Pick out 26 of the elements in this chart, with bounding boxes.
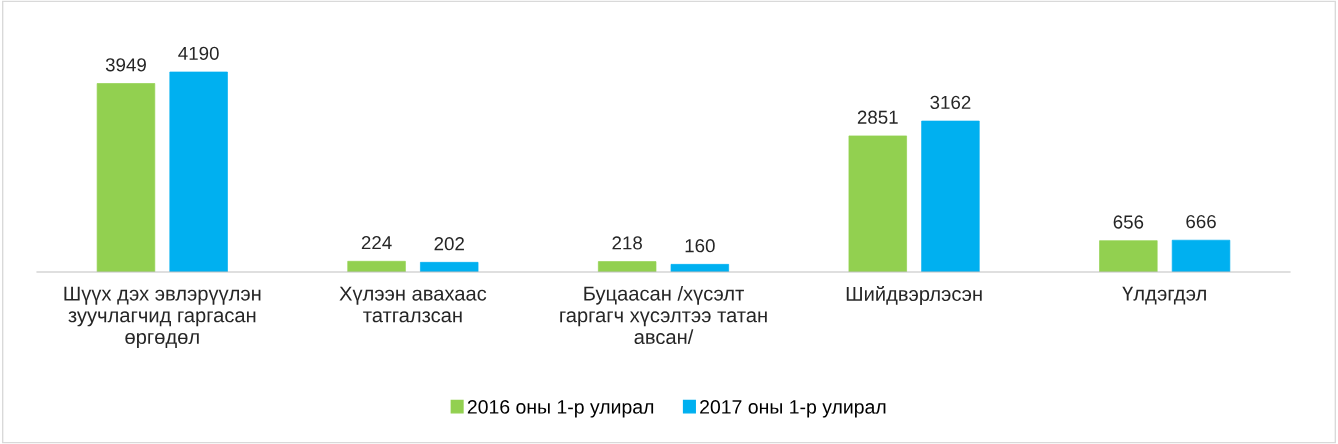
data-label: 218 <box>612 236 642 250</box>
x-tick-label: Шүүх дэх эвлэрүүлэн зуучлагчид гаргасан өргөдөл <box>64 286 261 349</box>
bar <box>1099 240 1158 272</box>
x-tick-label: Хүлээн авахаас татгалзсан <box>339 286 487 323</box>
data-label: 3949 <box>105 58 146 72</box>
data-label: 656 <box>1113 215 1144 229</box>
bar <box>1171 239 1231 272</box>
bar <box>921 120 980 272</box>
bar <box>169 71 228 272</box>
x-tick-label: Буцаасан /хүсэлт гаргагч хүсэлтээ татан авсан/ <box>560 285 767 345</box>
x-tick-label: Үлдэгдэл <box>1122 286 1206 305</box>
bar <box>96 83 156 272</box>
legend-label: 2016 оны 1-р улирал <box>467 400 654 418</box>
data-label: 3162 <box>930 95 971 110</box>
bar <box>420 262 479 272</box>
bar <box>597 261 657 272</box>
data-label: 202 <box>434 237 464 251</box>
data-label: 666 <box>1186 214 1216 229</box>
data-label: 4190 <box>178 46 219 60</box>
bar <box>848 135 907 272</box>
legend-label: 2017 оны 1-р улирал <box>700 400 886 418</box>
data-label: 160 <box>685 239 715 253</box>
x-tick-label: Шийдвэрлэсэн <box>846 285 982 306</box>
bar <box>347 260 406 272</box>
data-label: 224 <box>361 235 392 250</box>
data-label: 2851 <box>857 110 898 124</box>
